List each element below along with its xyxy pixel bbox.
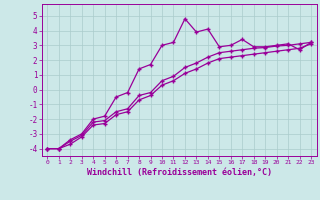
X-axis label: Windchill (Refroidissement éolien,°C): Windchill (Refroidissement éolien,°C) (87, 168, 272, 177)
